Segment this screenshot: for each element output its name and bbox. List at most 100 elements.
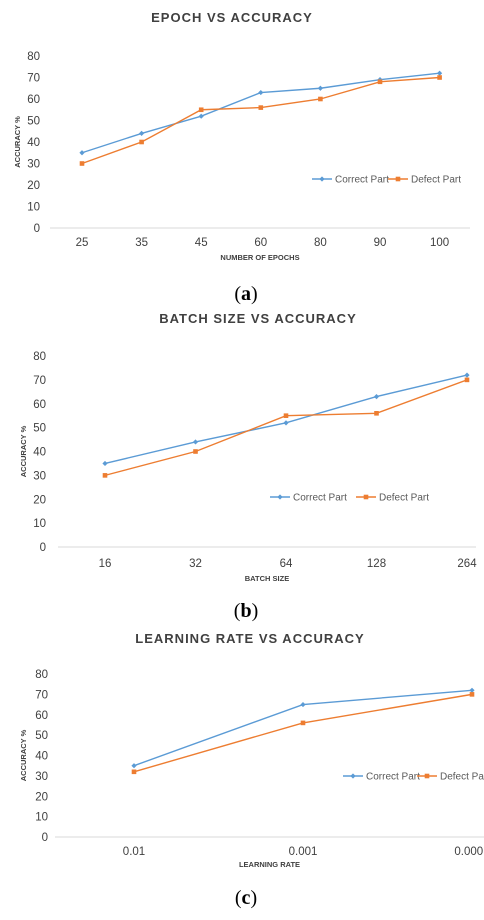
y-tick-label: 50	[33, 423, 46, 435]
data-point-defect-part	[198, 107, 204, 113]
data-point-defect-part	[374, 411, 379, 416]
legend-marker-defect-part	[363, 494, 369, 500]
x-axis-title: LEARNING RATE	[239, 860, 300, 869]
y-tick-label: 60	[27, 94, 40, 106]
data-point-defect-part	[469, 692, 475, 697]
x-tick-label: 100	[430, 237, 449, 249]
y-tick-label: 80	[33, 351, 46, 363]
data-point-correct-part	[464, 372, 470, 378]
x-tick-label: 45	[195, 237, 208, 249]
data-point-correct-part	[300, 701, 306, 708]
chart-panel-b: BATCH SIZE VS ACCURACY 0 10 20 30 40 50 60 70 80 1…	[19, 311, 477, 622]
y-tick-label: 0	[34, 223, 40, 235]
figure-caption: (c)	[235, 887, 257, 909]
chart-title: EPOCH VS ACCURACY	[151, 10, 313, 25]
chart-panel-a: EPOCH VS ACCURACY 0 10 20 30 40 50 60 70 80 25 35 45…	[13, 10, 470, 305]
data-point-defect-part	[193, 449, 198, 454]
data-point-defect-part	[437, 75, 442, 80]
y-tick-label: 10	[33, 518, 46, 530]
y-tick-label: 70	[33, 375, 46, 387]
y-tick-label: 70	[27, 73, 40, 85]
x-tick-label: 25	[76, 237, 89, 249]
caption-close-paren: )	[252, 600, 259, 622]
x-tick-label: 32	[189, 558, 202, 570]
caption-open-paren: (	[234, 600, 241, 622]
y-tick-label: 50	[27, 116, 40, 128]
data-point-correct-part	[131, 763, 137, 769]
figure-caption: (a)	[234, 283, 257, 305]
legend-label: Correct Part	[366, 772, 420, 783]
y-tick-label: 10	[27, 202, 40, 214]
y-tick-label: 70	[35, 689, 48, 701]
y-tick-label: 20	[35, 791, 48, 803]
x-tick-label: 60	[254, 237, 267, 249]
legend-marker-correct-part	[277, 494, 283, 500]
y-tick-label: 80	[35, 669, 48, 681]
x-tick-label: 0.01	[123, 846, 145, 858]
legend-label: Defect Part	[411, 175, 461, 186]
data-point-defect-part	[283, 413, 289, 418]
y-tick-label: 0	[42, 832, 48, 844]
data-point-defect-part	[300, 720, 306, 726]
y-tick-label: 80	[27, 51, 40, 63]
data-point-correct-part	[139, 130, 145, 136]
legend-label: Defect Part	[440, 772, 484, 783]
x-tick-label: 16	[99, 558, 112, 570]
figure-caption: (b)	[234, 600, 258, 622]
x-tick-label: 80	[314, 237, 327, 249]
y-tick-label: 20	[33, 494, 46, 506]
data-point-defect-part	[258, 105, 264, 110]
x-tick-label: 128	[367, 558, 386, 570]
chart-panel-c: LEARNING RATE VS ACCURACY 0 10 20 30 40 50 60 70…	[19, 631, 484, 909]
series-line-correct-part	[104, 374, 468, 465]
legend-label: Defect Part	[379, 493, 429, 504]
data-point-correct-part	[283, 420, 289, 426]
data-point-correct-part	[102, 460, 108, 467]
legend-marker-correct-part	[350, 773, 356, 779]
y-tick-label: 10	[35, 812, 48, 824]
data-point-correct-part	[258, 89, 264, 96]
y-tick-label: 60	[35, 710, 48, 722]
y-tick-label: 0	[40, 542, 46, 554]
legend-label: Correct Part	[293, 493, 347, 504]
y-tick-label: 50	[35, 730, 48, 742]
y-tick-label: 40	[33, 447, 46, 459]
x-axis-title: NUMBER OF EPOCHS	[220, 253, 299, 262]
y-axis-title: ACCURACY %	[13, 116, 22, 168]
x-tick-label: 264	[457, 558, 477, 570]
y-tick-label: 60	[33, 399, 46, 411]
caption-letter: a	[241, 283, 251, 305]
data-point-defect-part	[79, 161, 85, 166]
caption-open-paren: (	[235, 887, 242, 909]
data-point-defect-part	[139, 139, 144, 145]
series-line-correct-part	[81, 72, 440, 154]
data-point-defect-part	[377, 79, 383, 85]
x-axis-title: BATCH SIZE	[245, 574, 289, 583]
data-point-defect-part	[464, 377, 470, 383]
legend-marker-defect-part	[395, 176, 401, 182]
y-axis-title: ACCURACY %	[19, 425, 28, 477]
legend-marker-defect-part	[424, 773, 430, 779]
y-tick-label: 30	[33, 470, 46, 482]
chart-title: LEARNING RATE VS ACCURACY	[135, 631, 364, 646]
legend-label: Correct Part	[335, 175, 389, 186]
series-line-defect-part	[104, 379, 468, 477]
caption-letter: b	[240, 600, 251, 622]
data-point-defect-part	[102, 473, 108, 478]
data-point-correct-part	[79, 150, 85, 156]
caption-close-paren: )	[251, 283, 258, 305]
y-tick-label: 30	[35, 771, 48, 783]
x-tick-label: 0.001	[289, 846, 318, 858]
x-tick-label: 0.0001	[454, 846, 484, 858]
x-tick-label: 90	[374, 237, 387, 249]
data-point-correct-part	[437, 70, 443, 76]
legend-marker-correct-part	[319, 176, 325, 182]
y-tick-label: 40	[35, 751, 48, 763]
data-point-correct-part	[469, 687, 475, 693]
y-tick-label: 30	[27, 159, 40, 171]
chart-title: BATCH SIZE VS ACCURACY	[159, 311, 357, 326]
data-point-defect-part	[318, 96, 323, 102]
x-tick-label: 64	[280, 558, 293, 570]
caption-letter: c	[242, 887, 251, 909]
